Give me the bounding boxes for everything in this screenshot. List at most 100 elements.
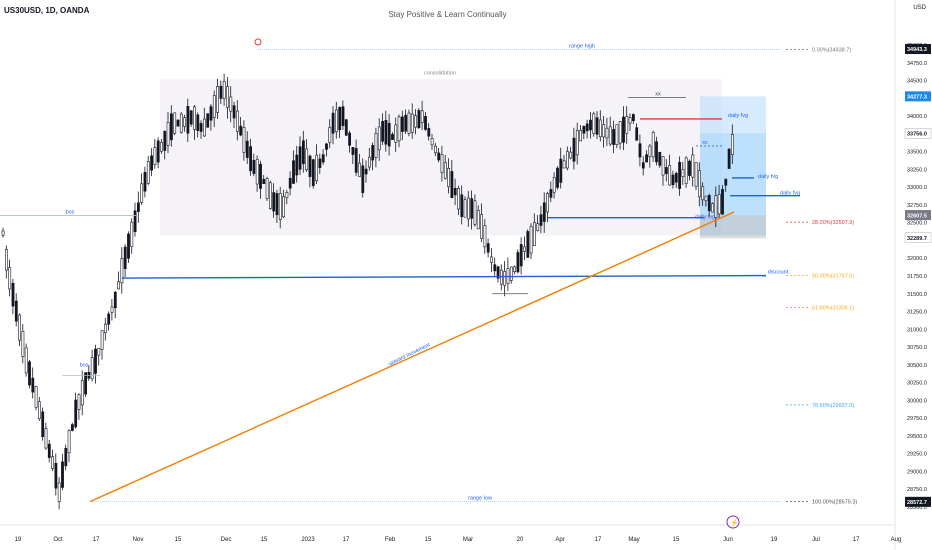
candle-body xyxy=(173,112,177,134)
candle-body xyxy=(193,106,196,130)
candle-body xyxy=(318,158,322,168)
candle-body xyxy=(176,119,180,127)
candle-body xyxy=(625,116,629,134)
annotation-label: xx xyxy=(655,92,661,98)
candle-body xyxy=(34,386,38,408)
candle-body xyxy=(661,156,665,176)
symbol-title: US30USD, 1D, OANDA xyxy=(4,6,90,15)
candle-body xyxy=(222,81,226,99)
candle-body xyxy=(67,430,71,454)
candle-body xyxy=(308,155,312,177)
candle-body xyxy=(242,127,246,153)
candle-body xyxy=(328,127,332,143)
chart-subtitle: Stay Positive & Learn Continually xyxy=(388,10,507,19)
candle-body xyxy=(407,112,411,134)
candle-body xyxy=(565,151,569,169)
candle-body xyxy=(414,115,418,128)
annotation-label: bos xyxy=(80,362,89,368)
time-tick-label: Nov xyxy=(133,537,144,543)
candle-body xyxy=(668,165,672,186)
candle-body xyxy=(14,300,18,322)
time-tick-label: Oct xyxy=(53,537,63,543)
candle-body xyxy=(31,377,35,393)
candle-body xyxy=(678,161,682,189)
candle-body xyxy=(252,160,256,174)
time-tick-label: Mar xyxy=(463,537,473,543)
candle-body xyxy=(714,195,718,218)
candle-body xyxy=(321,154,325,163)
candle-body xyxy=(730,134,734,155)
fib-level-label: 28.20%(32507.9) xyxy=(812,220,854,226)
price-badge-label: 32607.5 xyxy=(907,213,927,219)
time-tick-label: 15 xyxy=(175,537,182,543)
time-tick-label: 15 xyxy=(425,537,432,543)
candle-body xyxy=(212,95,216,118)
candle-body xyxy=(84,372,88,395)
price-tick-label: 33000.0 xyxy=(907,185,927,191)
price-tick-label: 32750.0 xyxy=(907,203,927,209)
candle-body xyxy=(450,171,454,199)
candle-body xyxy=(186,106,190,134)
candle-body xyxy=(381,121,385,142)
candle-body xyxy=(37,401,41,420)
candle-body xyxy=(400,116,404,132)
price-tick-label: 29000.0 xyxy=(907,469,927,475)
price-tick-label: 32000.0 xyxy=(907,256,927,262)
candle-body xyxy=(470,198,474,219)
candle-body xyxy=(447,168,451,188)
candle-body xyxy=(156,140,160,163)
candle-body xyxy=(602,124,606,138)
candle-body xyxy=(137,202,140,212)
annotation-label: range low xyxy=(468,496,492,502)
candle-body xyxy=(364,168,368,175)
candle-body xyxy=(490,256,493,263)
candle-body xyxy=(618,121,622,144)
candle-body xyxy=(562,160,566,169)
candle-body xyxy=(71,424,74,431)
candle-body xyxy=(1,230,5,236)
candle-body xyxy=(80,380,84,406)
candle-body xyxy=(605,127,609,139)
candle-body xyxy=(268,182,272,209)
candle-body xyxy=(104,323,107,334)
candle-body xyxy=(516,252,520,273)
candle-body xyxy=(153,147,157,165)
candle-body xyxy=(130,221,134,247)
candle-body xyxy=(437,152,441,161)
candle-body xyxy=(473,200,477,225)
candle-body xyxy=(384,120,388,145)
candle-body xyxy=(697,170,701,198)
candle-body xyxy=(532,222,536,247)
candle-body xyxy=(476,209,480,230)
candle-body xyxy=(394,124,398,143)
candle-body xyxy=(203,118,206,137)
candle-body xyxy=(344,119,348,136)
time-tick-label: 2023 xyxy=(301,537,315,543)
candle-body xyxy=(64,447,68,467)
candle-body xyxy=(117,281,121,290)
price-tick-label: 29250.0 xyxy=(907,452,927,458)
time-tick-label: 17 xyxy=(93,537,100,543)
candle-body xyxy=(457,188,460,210)
candle-body xyxy=(688,160,691,176)
candle-body xyxy=(18,314,22,341)
time-tick-label: Dec xyxy=(221,537,232,543)
time-tick-label: 20 xyxy=(517,537,524,543)
candle-body xyxy=(292,160,295,184)
candle-body xyxy=(655,141,658,163)
candle-body xyxy=(77,394,81,410)
candle-body xyxy=(582,125,586,134)
price-tick-label: 33500.0 xyxy=(907,150,927,156)
candle-body xyxy=(635,127,639,141)
price-tick-label: 28500.0 xyxy=(907,505,927,511)
candle-body xyxy=(107,313,111,325)
candle-body xyxy=(259,163,262,189)
candle-body xyxy=(41,411,45,438)
candle-body xyxy=(513,266,517,273)
candle-body xyxy=(519,244,523,267)
candle-body xyxy=(272,192,276,212)
candle-body xyxy=(526,231,530,258)
candle-body xyxy=(539,214,543,226)
time-tick-label: Aug xyxy=(891,537,902,543)
